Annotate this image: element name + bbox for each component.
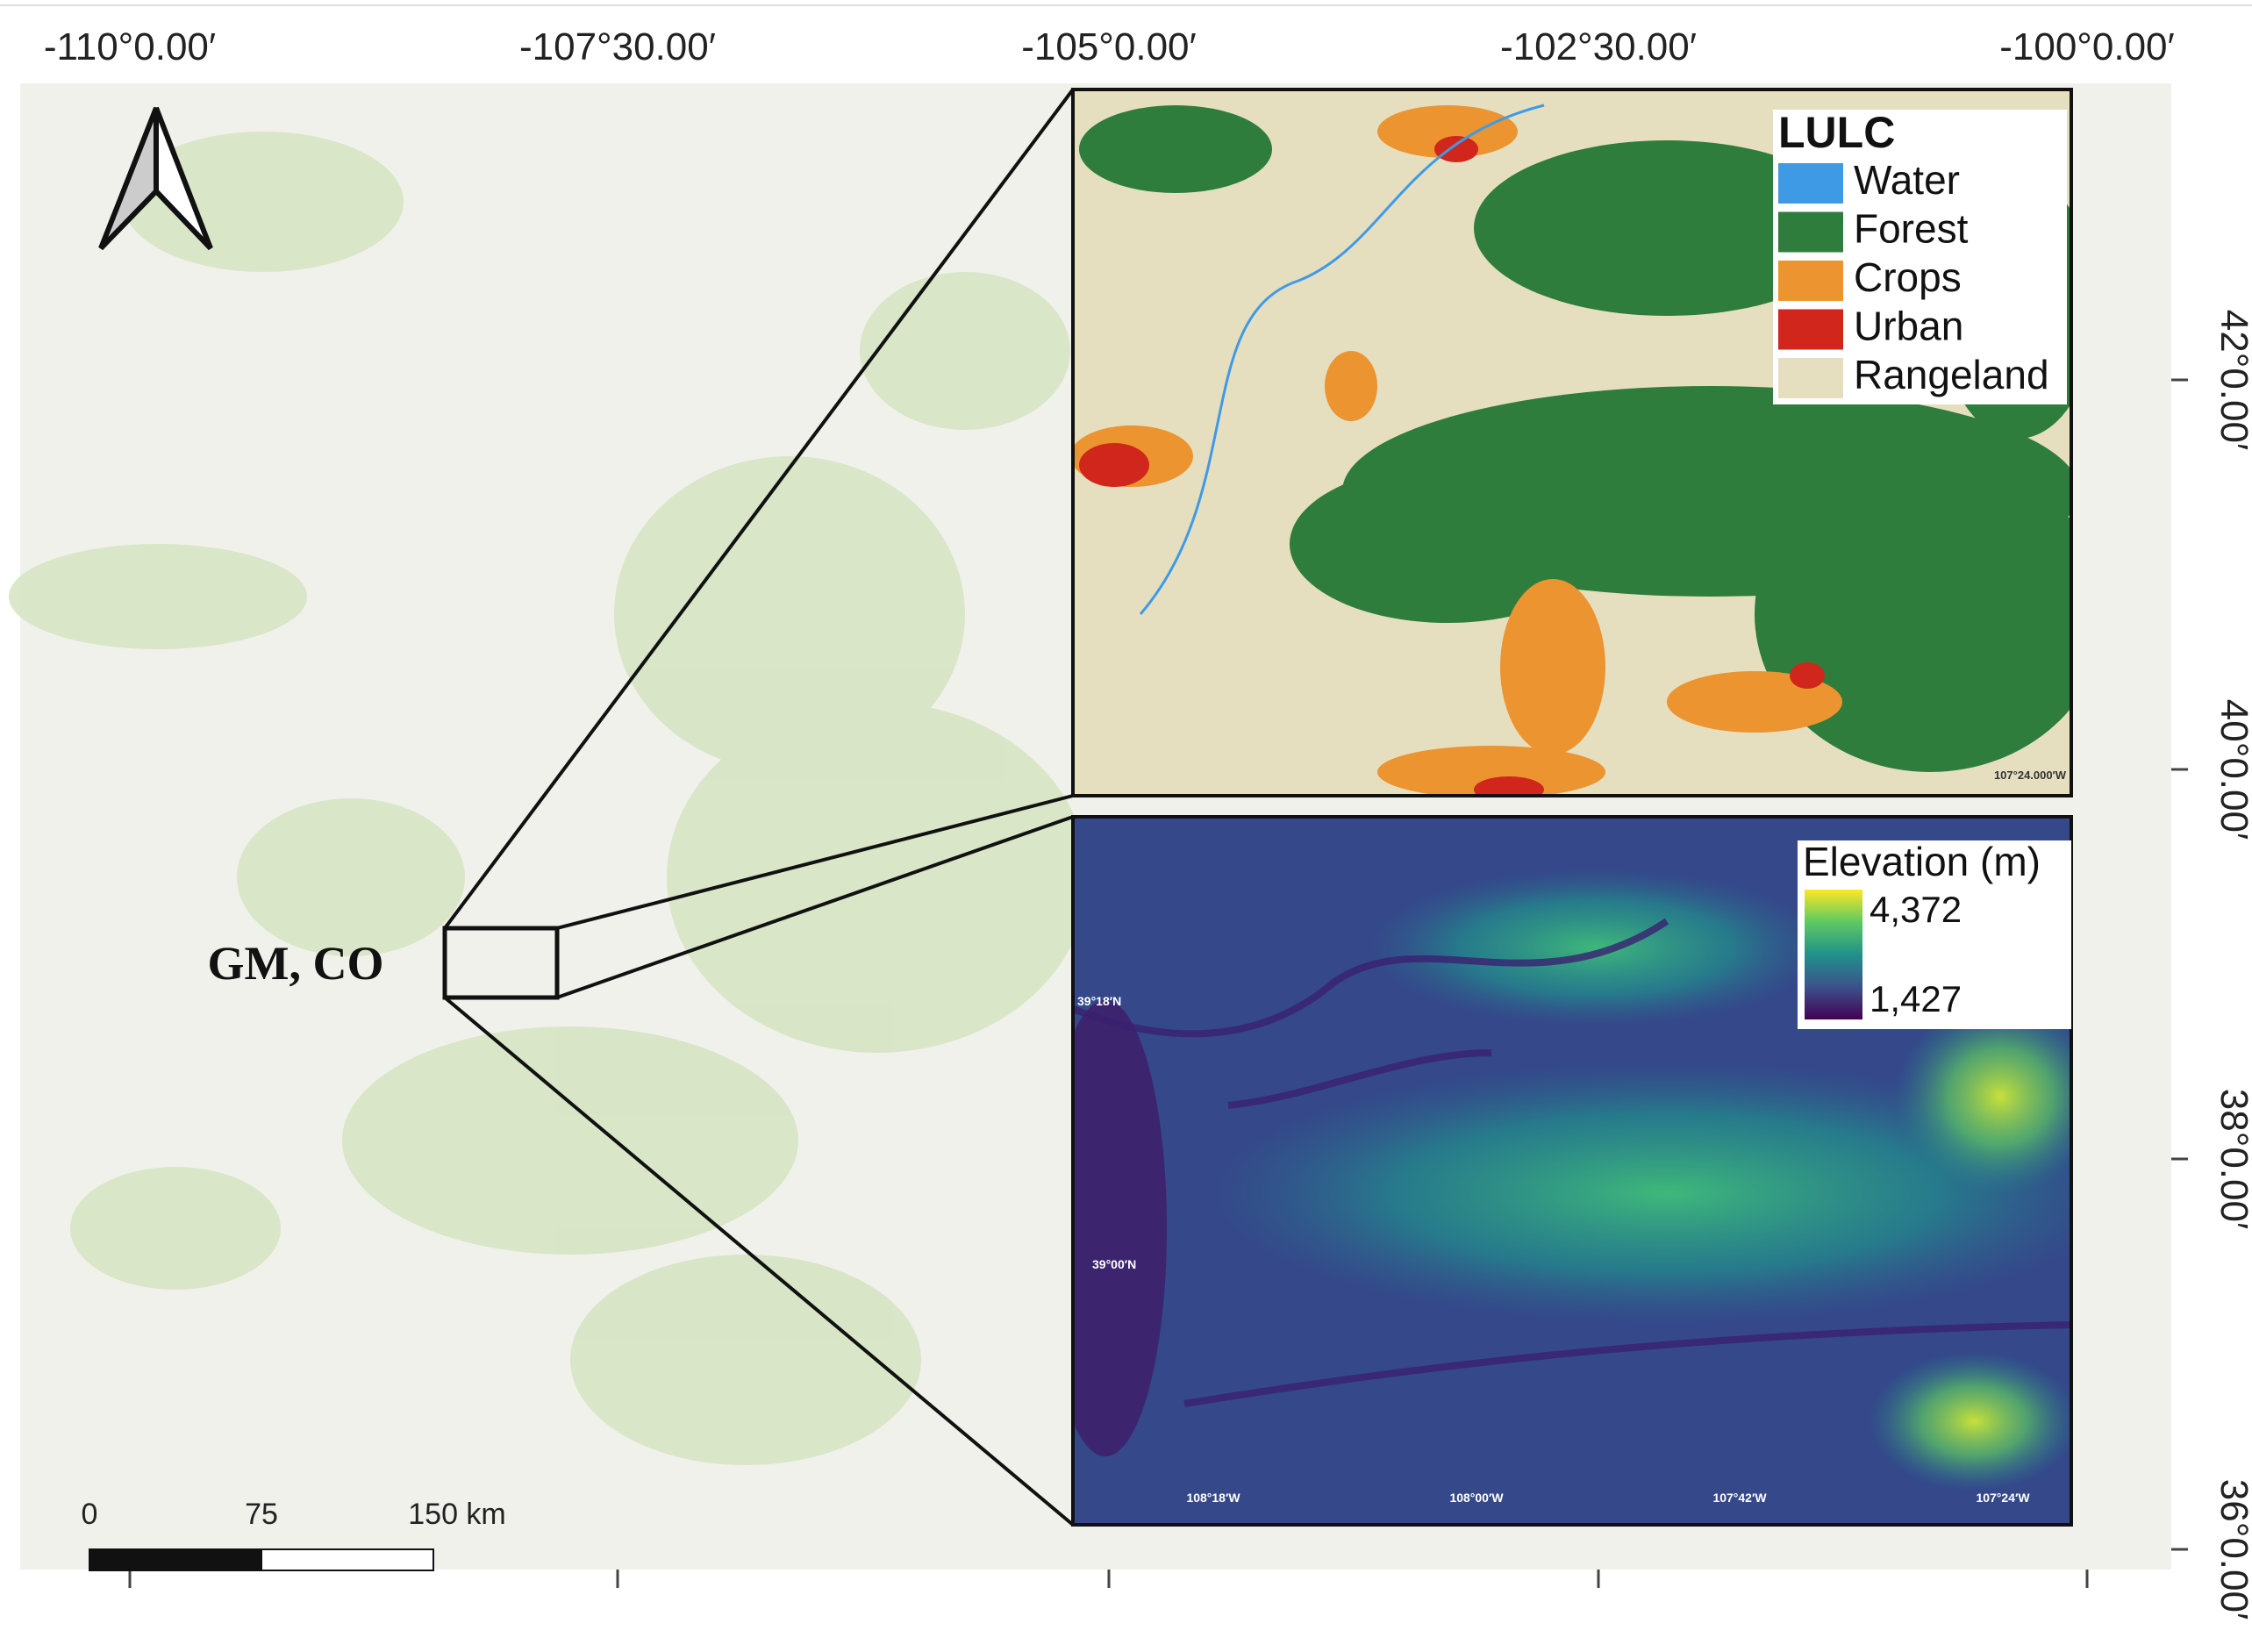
- y-tick-label: 36°0.00′: [2213, 1479, 2252, 1620]
- lon-label: 108°18′W: [1186, 1491, 1240, 1505]
- lulc-frame: [1071, 88, 2073, 797]
- scale-label: 75: [245, 1498, 278, 1531]
- x-tick-label: -110°0.00′: [44, 25, 216, 68]
- elevation-frame: [1071, 815, 2073, 1527]
- legend-title: Elevation (m): [1803, 839, 2041, 884]
- legend-swatch: [1778, 163, 1843, 204]
- legend-label: Forest: [1854, 206, 1969, 252]
- top-tick-labels: -110°0.00′ -107°30.00′ -105°0.00′ -102°3…: [44, 25, 2175, 68]
- x-tick-label: -100°0.00′: [1999, 25, 2175, 68]
- elevation-inset: 39°18′N 39°00′N 108°18′W 108°00′W 107°42…: [1073, 817, 2071, 1525]
- legend-label: Crops: [1854, 254, 1962, 300]
- legend-max: 4,372: [1870, 889, 1962, 930]
- place-label: GM, CO: [208, 937, 384, 990]
- legend-label: Water: [1854, 157, 1960, 203]
- legend-min: 1,427: [1870, 978, 1962, 1019]
- y-tick-label: 40°0.00′: [2213, 699, 2252, 840]
- x-tick-label: -102°30.00′: [1500, 25, 1697, 68]
- lon-label: 107°42′W: [1712, 1491, 1767, 1505]
- elevation-legend: Elevation (m) 4,372 1,427: [1798, 839, 2071, 1029]
- color-ramp: [1805, 890, 1862, 1019]
- lat-label: 39°00′N: [1092, 1257, 1136, 1271]
- y-tick-label: 38°0.00′: [2213, 1089, 2252, 1229]
- lon-label: 107°24′W: [1976, 1491, 2030, 1505]
- tick-marks: [128, 378, 2188, 1588]
- right-tick-labels: 42°0.00′ 40°0.00′ 38°0.00′ 36°0.00′: [2213, 310, 2252, 1620]
- y-tick-label: 42°0.00′: [2213, 310, 2252, 450]
- legend-swatch: [1778, 261, 1843, 301]
- legend-title: LULC: [1778, 108, 1895, 157]
- scale-label: 0: [82, 1498, 98, 1531]
- legend-swatch: [1778, 309, 1843, 350]
- scale-bar: 0 75 150 km: [82, 1498, 506, 1571]
- legend-swatch: [1778, 358, 1843, 398]
- lat-label: 39°18′N: [1077, 994, 1121, 1008]
- study-area-box: [442, 926, 560, 1000]
- legend-swatch: [1778, 211, 1843, 253]
- connector-lines: [443, 88, 1075, 1527]
- legend-label: Urban: [1854, 304, 1963, 349]
- lon-label: 108°00′W: [1449, 1491, 1504, 1505]
- x-tick-label: -105°0.00′: [1021, 25, 1197, 68]
- x-tick-label: -107°30.00′: [519, 25, 716, 68]
- scale-label: 150 km: [408, 1498, 506, 1531]
- corner-label: 107°24.000′W: [1994, 769, 2067, 782]
- north-arrow: [98, 106, 213, 251]
- legend-label: Rangeland: [1854, 352, 2049, 397]
